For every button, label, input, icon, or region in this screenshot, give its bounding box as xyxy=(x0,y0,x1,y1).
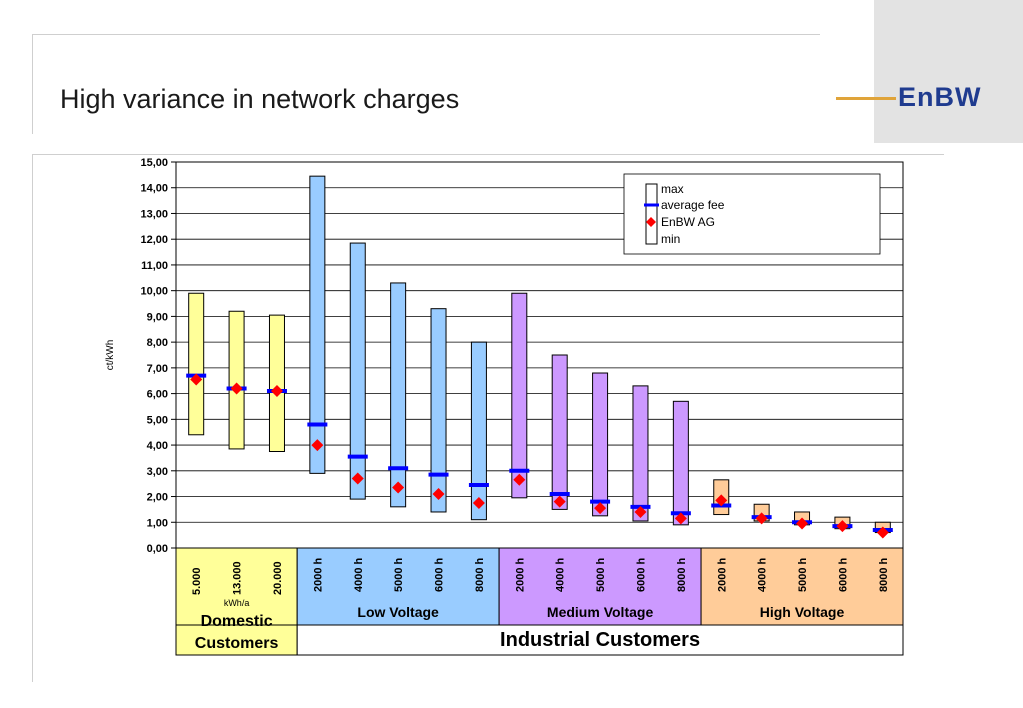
range-bar xyxy=(430,308,447,513)
range-bar xyxy=(188,292,205,436)
enbw-marker xyxy=(553,495,566,508)
enbw-marker xyxy=(351,472,364,485)
y-axis-label: ct/kWh xyxy=(105,340,116,371)
y-tick-label: 10,00 xyxy=(140,286,168,298)
group-label: Medium Voltage xyxy=(547,604,654,620)
y-tick-label: 4,00 xyxy=(147,440,168,452)
group-band xyxy=(700,547,904,626)
x-tick-label: 13.000 xyxy=(232,561,244,595)
enbw-marker xyxy=(755,512,768,525)
y-tick-label: 7,00 xyxy=(147,363,168,375)
enbw-logo: EnBW xyxy=(898,82,982,112)
x-tick-label: 6000 h xyxy=(434,557,446,592)
range-bar xyxy=(390,282,407,508)
x-tick-label: 6000 h xyxy=(837,557,849,592)
y-tick-label: 6,00 xyxy=(147,389,168,401)
y-tick-label: 15,00 xyxy=(140,157,168,169)
logo-line xyxy=(836,97,896,100)
enbw-marker xyxy=(634,505,647,518)
enbw-marker xyxy=(594,502,607,515)
range-bar xyxy=(551,354,568,510)
enbw-marker xyxy=(876,526,889,539)
legend-enbw-swatch xyxy=(646,217,656,227)
legend-item: max xyxy=(661,182,684,196)
x-tick-label: 4000 h xyxy=(353,557,365,592)
y-tick-label: 1,00 xyxy=(147,517,168,529)
x-tick-label: 4000 h xyxy=(555,557,567,592)
x-unit-label: kWh/a xyxy=(224,598,250,608)
header-divider xyxy=(32,154,944,155)
group-band xyxy=(498,547,702,626)
x-tick-label: 2000 h xyxy=(514,557,526,592)
y-tick-label: 14,00 xyxy=(140,183,168,195)
range-bar xyxy=(309,175,326,474)
page-title: High variance in network charges xyxy=(60,84,460,114)
y-tick-label: 11,00 xyxy=(141,260,168,272)
enbw-marker xyxy=(432,487,445,500)
legend-item: min xyxy=(661,232,680,246)
enbw-marker xyxy=(270,385,283,398)
logo-panel xyxy=(874,0,1023,143)
range-bar xyxy=(592,372,609,517)
x-tick-label: 5000 h xyxy=(595,557,607,592)
legend-item: EnBW AG xyxy=(661,215,715,229)
y-tick-label: 0,00 xyxy=(147,543,168,555)
left-border-top xyxy=(32,34,33,134)
group-band xyxy=(296,547,500,626)
x-tick-label: 8000 h xyxy=(474,557,486,592)
y-tick-label: 13,00 xyxy=(140,208,168,220)
range-bar xyxy=(228,310,245,450)
enbw-marker xyxy=(230,382,243,395)
enbw-marker xyxy=(715,494,728,507)
x-tick-label: 6000 h xyxy=(635,557,647,592)
enbw-marker xyxy=(311,439,324,452)
x-tick-label: 5.000 xyxy=(191,567,203,595)
industrial-label: Industrial Customers xyxy=(500,629,700,651)
top-divider xyxy=(32,34,820,35)
domestic-band-extension xyxy=(175,624,298,656)
y-tick-label: 5,00 xyxy=(147,414,168,426)
y-tick-label: 2,00 xyxy=(147,492,168,504)
group-label: High Voltage xyxy=(760,604,845,620)
x-tick-label: 20.000 xyxy=(272,561,284,595)
enbw-marker xyxy=(190,373,203,386)
domestic-label-line1: Domestic xyxy=(201,613,273,630)
range-bar xyxy=(511,292,528,499)
group-label: Low Voltage xyxy=(357,604,439,620)
enbw-marker xyxy=(836,520,849,533)
range-bar xyxy=(672,400,689,526)
x-tick-label: 4000 h xyxy=(757,557,769,592)
legend-item: average fee xyxy=(661,198,725,212)
x-tick-label: 8000 h xyxy=(676,557,688,592)
enbw-marker xyxy=(513,473,526,486)
enbw-marker xyxy=(674,512,687,525)
enbw-marker xyxy=(392,481,405,494)
domestic-label-line2: Customers xyxy=(195,635,279,652)
left-border xyxy=(32,154,33,682)
y-tick-label: 8,00 xyxy=(147,337,168,349)
x-tick-label: 2000 h xyxy=(312,557,324,592)
legend-bar-swatch xyxy=(645,183,658,245)
y-tick-label: 12,00 xyxy=(140,234,168,246)
legend-box xyxy=(623,173,881,255)
range-bar xyxy=(470,341,487,521)
x-tick-label: 8000 h xyxy=(878,557,890,592)
y-tick-label: 9,00 xyxy=(147,311,168,323)
enbw-marker xyxy=(472,496,485,509)
range-bar xyxy=(349,242,366,500)
range-bar xyxy=(632,385,649,522)
y-tick-label: 3,00 xyxy=(147,466,168,478)
range-bar xyxy=(268,314,285,453)
x-tick-label: 2000 h xyxy=(716,557,728,592)
industrial-band xyxy=(296,624,904,656)
enbw-marker xyxy=(796,517,809,530)
x-tick-label: 5000 h xyxy=(797,557,809,592)
x-tick-label: 5000 h xyxy=(393,557,405,592)
